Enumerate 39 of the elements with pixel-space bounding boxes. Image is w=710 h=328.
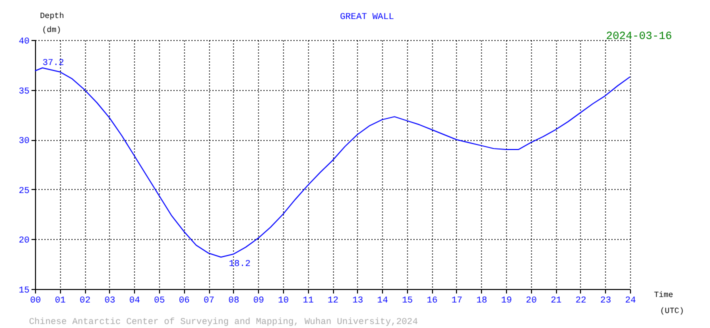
- x-tick-label: 06: [178, 296, 190, 306]
- x-tick-label: 02: [80, 296, 90, 306]
- x-tick-label: 20: [526, 296, 537, 306]
- x-tick-label: 18: [476, 296, 488, 306]
- x-tick-label: 01: [54, 296, 66, 306]
- x-tick-label: 15: [402, 296, 413, 306]
- x-tick-label: 16: [426, 296, 438, 306]
- x-tick-label: 00: [30, 296, 41, 306]
- x-tick-label: 22: [576, 296, 586, 306]
- x-tick-label: 09: [253, 296, 264, 306]
- x-tick-label: 04: [129, 296, 140, 306]
- x-tick-label: 12: [328, 296, 338, 306]
- x-tick-label: 08: [228, 296, 240, 306]
- y-tick-label: 20: [18, 236, 30, 246]
- annotation: 2024-03-16: [606, 31, 672, 43]
- chart-title: GREAT WALL: [340, 12, 394, 22]
- line-series: [34, 67, 630, 258]
- annotation: 18.2: [228, 259, 251, 270]
- x-tick-label: 10: [278, 296, 289, 306]
- y-tick-label: 30: [18, 136, 30, 146]
- x-tick-label: 21: [550, 296, 562, 306]
- x-tick-label: 24: [625, 296, 636, 306]
- x-tick-label: 05: [154, 296, 165, 306]
- y-axis-title: Depth (dm): [40, 12, 64, 35]
- x-tick-label: 23: [600, 296, 612, 306]
- y-tick-label: 40: [18, 36, 30, 46]
- annotation: 37.2: [42, 58, 64, 68]
- x-tick-label: 11: [302, 296, 314, 306]
- x-tick-label: 19: [501, 296, 512, 306]
- y-tick-label: 35: [18, 86, 30, 96]
- x-tick-label: 03: [104, 296, 116, 306]
- x-tick-label: 13: [352, 296, 364, 306]
- y-tick-label: 25: [18, 186, 30, 196]
- x-tick-label: 17: [452, 296, 462, 306]
- x-axis-title: Time (UTC): [654, 291, 684, 316]
- y-tick-label: 15: [18, 286, 30, 296]
- x-tick-label: 07: [204, 296, 214, 306]
- x-tick-label: 14: [377, 296, 388, 306]
- text: Chinese Antarctic Center of Surveying and Mapping, Wuhan University,2024: [29, 317, 418, 327]
